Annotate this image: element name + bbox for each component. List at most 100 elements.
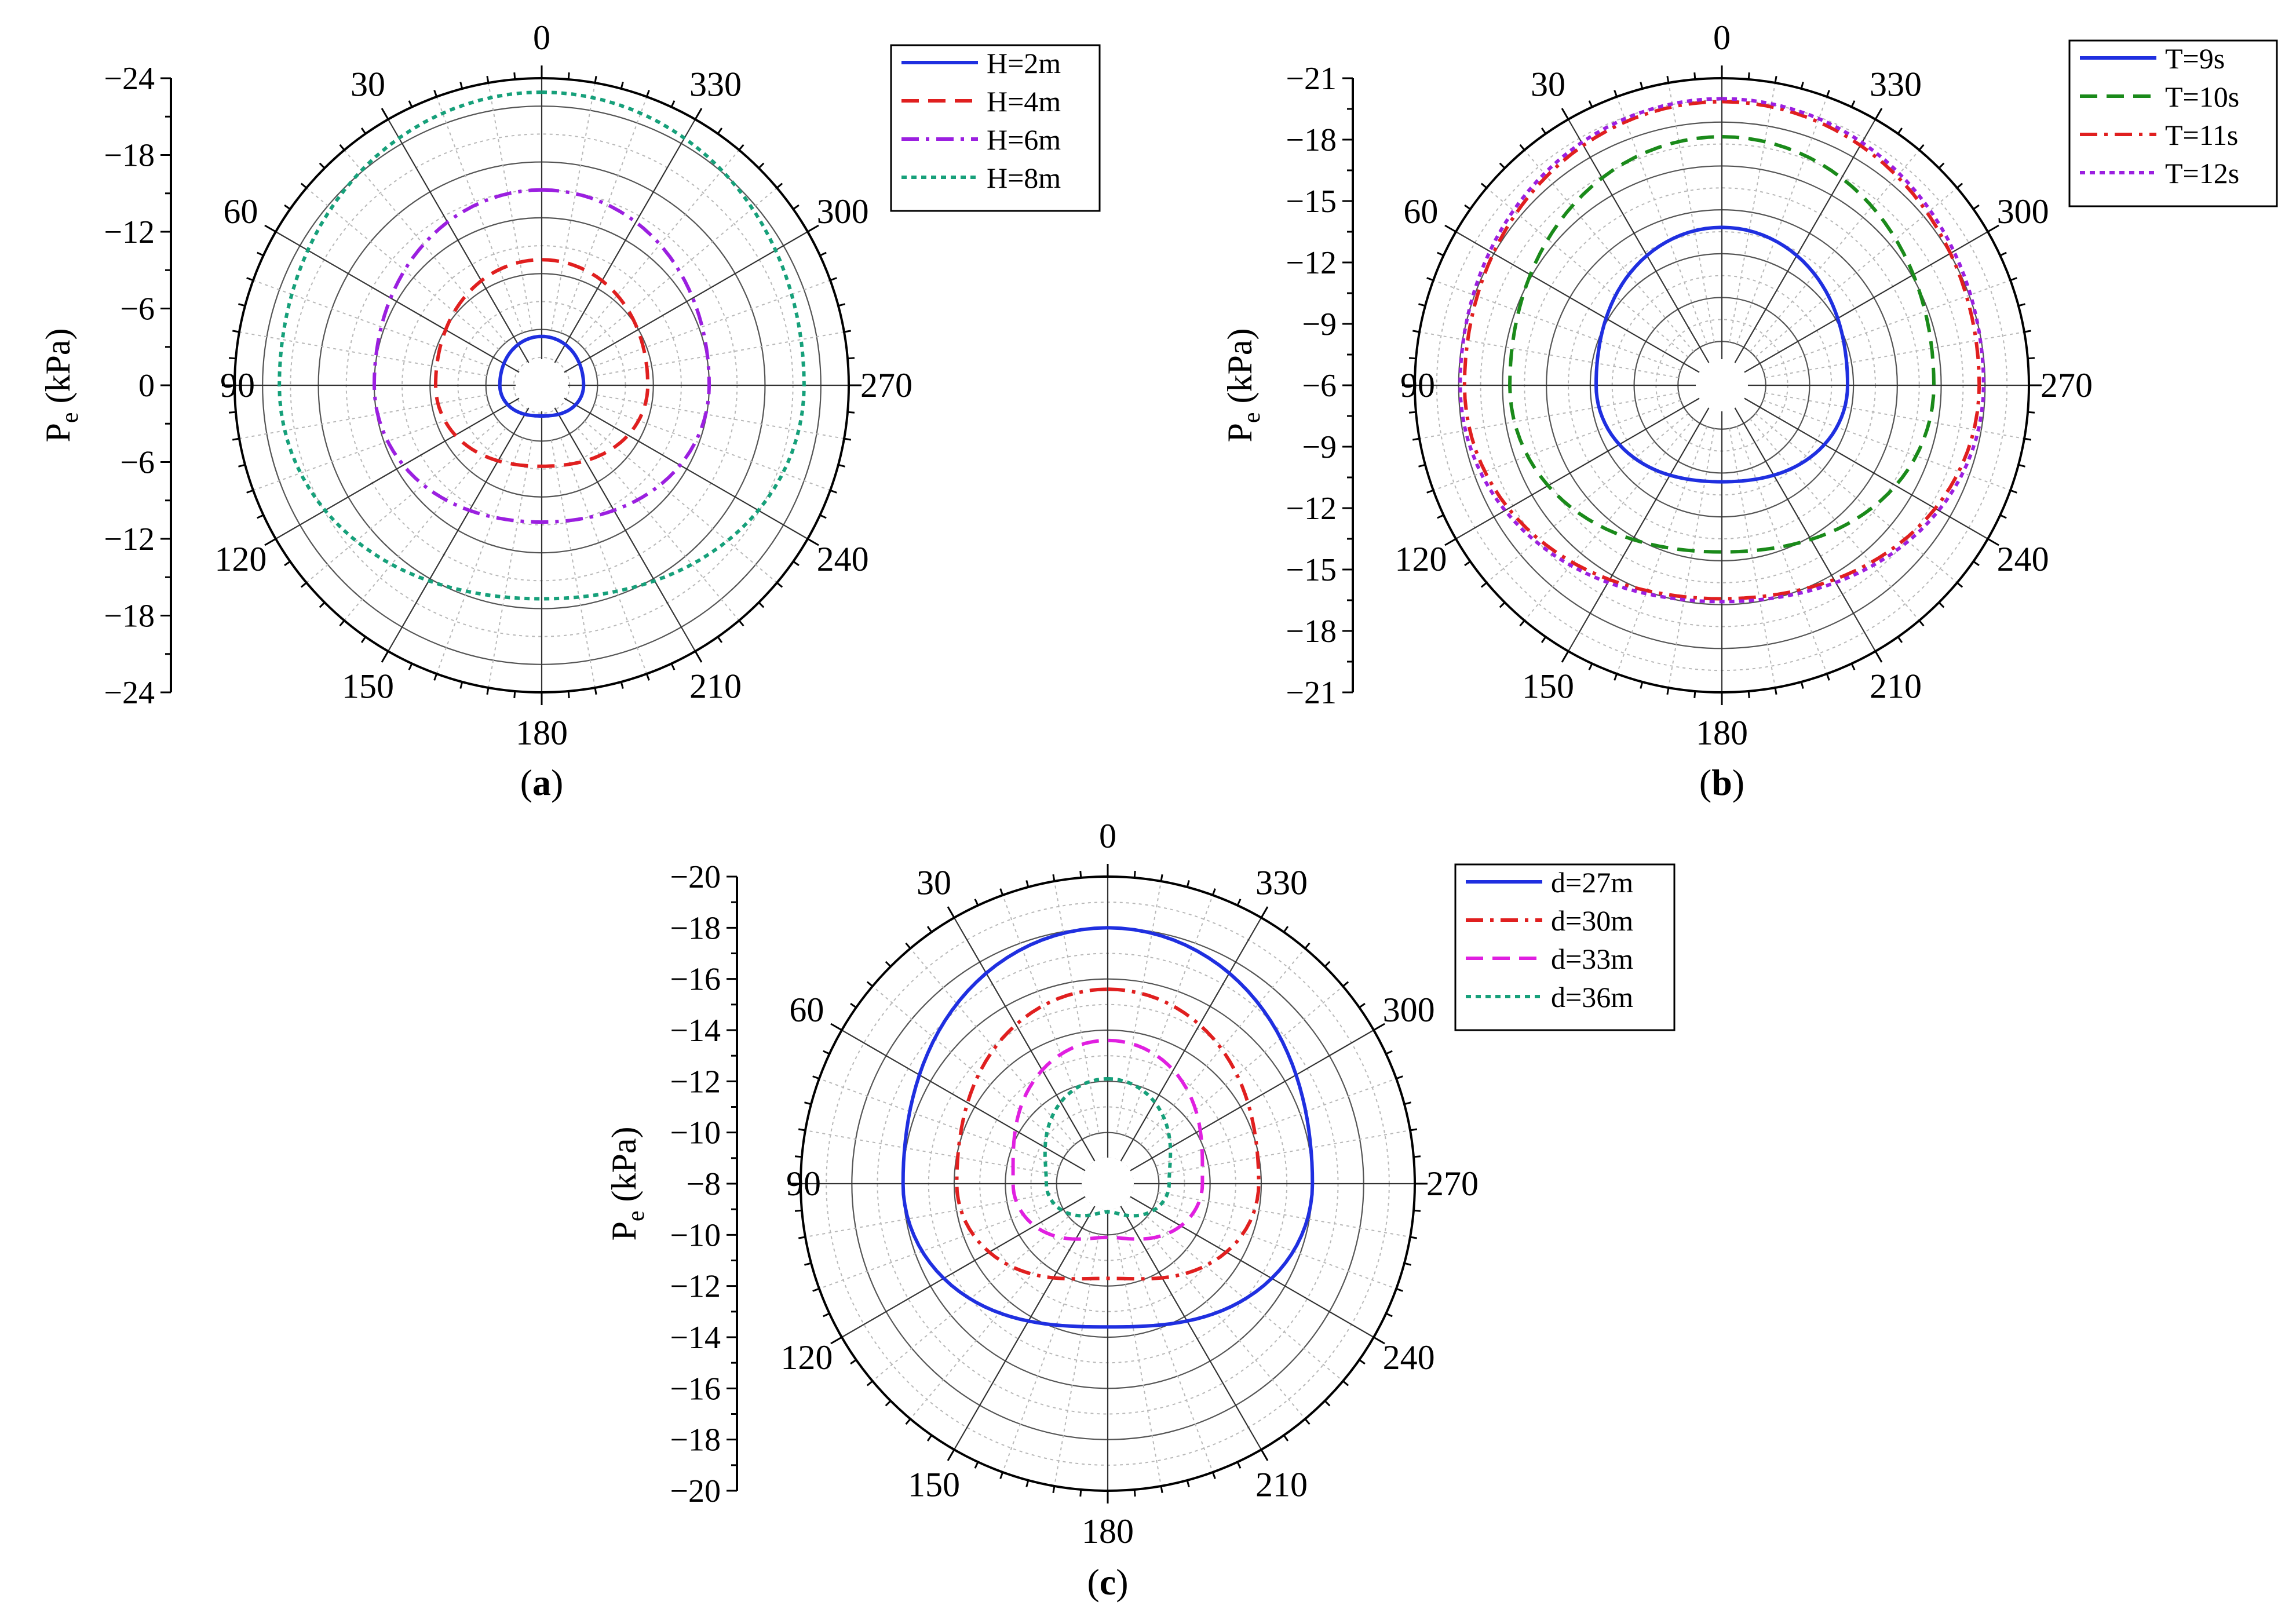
y-axis-title-main: P: [605, 1221, 643, 1240]
angle-tick: [947, 906, 955, 918]
radial-tick-label: −15: [1286, 552, 1337, 588]
angle-tick: [738, 620, 744, 627]
angle-tick: [798, 1236, 806, 1239]
angle-tick: [1025, 880, 1030, 888]
angle-label-60: 60: [223, 192, 258, 231]
radial-tick-label: −18: [670, 1422, 721, 1458]
angle-tick: [823, 1050, 830, 1055]
angle-label-150: 150: [908, 1466, 960, 1504]
angle-tick: [885, 1400, 892, 1407]
angle-tick: [1412, 330, 1420, 333]
minor-spoke: [805, 1192, 1058, 1238]
caption-letter: c: [1100, 1561, 1116, 1603]
minor-spoke: [1729, 82, 1776, 342]
minor-spoke: [1667, 82, 1715, 342]
angle-tick: [232, 437, 240, 441]
angle-tick: [926, 926, 933, 933]
angle-tick: [2010, 489, 2017, 494]
minor-spoke: [1765, 392, 2025, 440]
angle-tick: [830, 489, 837, 494]
angle-tick: [1324, 1400, 1331, 1407]
angle-tick: [850, 1002, 857, 1009]
angle-label-180: 180: [1696, 714, 1748, 752]
grid-spoke: [543, 389, 696, 652]
angle-tick: [284, 204, 291, 210]
panel-a: 0 30 60 90 120 150 180 210 240 270 300 330 −24 −18 −12…: [39, 19, 1101, 803]
angle-tick: [812, 1287, 820, 1292]
angle-tick: [776, 582, 783, 588]
y-axis-title-main: P: [39, 423, 77, 442]
angle-tick: [513, 72, 516, 80]
angle-tick: [1640, 681, 1644, 689]
angle-tick: [717, 127, 723, 134]
angle-tick: [905, 1418, 911, 1425]
minor-spoke: [819, 1200, 1060, 1290]
minor-spoke: [1729, 428, 1776, 688]
grid-spoke: [388, 119, 540, 381]
angle-tick: [1897, 127, 1903, 134]
angle-tick: [1404, 1101, 1411, 1105]
angle-tick: [830, 277, 837, 282]
angle-tick: [812, 1075, 820, 1080]
angle-tick: [1999, 514, 2007, 519]
minor-spoke: [1755, 413, 1958, 583]
angle-label-150: 150: [1522, 667, 1574, 706]
caption-open: (: [1699, 762, 1711, 803]
minor-spoke: [1736, 426, 1828, 674]
angle-tick: [1410, 1128, 1418, 1132]
series-curve: [1594, 225, 1850, 484]
angle-tick: [486, 687, 490, 695]
angle-tick: [1304, 942, 1311, 949]
angle-tick: [232, 330, 240, 333]
angle-tick: [1541, 636, 1547, 643]
grid-spoke: [1568, 389, 1720, 652]
legend-label: H=2m: [987, 47, 1061, 79]
angle-tick: [1413, 1209, 1421, 1212]
angle-tick: [339, 144, 345, 151]
grid-spoke: [1724, 389, 1876, 652]
radial-tick-label: −21: [1286, 675, 1337, 711]
y-axis-title-subscript: e: [1239, 412, 1265, 423]
radial-tick-label: −21: [1286, 61, 1337, 97]
angle-label-90: 90: [1400, 366, 1435, 404]
legend-box: [1454, 863, 1676, 1031]
angle-tick: [1211, 1472, 1216, 1479]
angle-tick: [1480, 582, 1487, 588]
angle-label-270: 270: [860, 366, 912, 404]
angle-tick: [1480, 183, 1487, 189]
angle-label-240: 240: [1997, 540, 2049, 578]
angle-tick: [1396, 1075, 1403, 1080]
angle-tick: [567, 72, 570, 80]
angle-tick: [1385, 1312, 1393, 1318]
angle-tick: [1918, 144, 1925, 151]
angle-tick: [776, 183, 783, 189]
angle-tick: [1826, 673, 1830, 681]
angle-label-240: 240: [1383, 1338, 1435, 1377]
grid-spoke: [1726, 387, 1988, 539]
angle-tick: [1359, 1359, 1366, 1365]
angle-tick: [926, 1435, 933, 1441]
angle-tick: [645, 90, 650, 97]
angle-tick: [264, 538, 276, 546]
angle-tick: [974, 899, 979, 906]
angle-tick: [1404, 1262, 1411, 1266]
angle-tick: [1186, 880, 1190, 888]
grid-spoke: [275, 387, 538, 539]
radial-tick-label: 0: [138, 368, 155, 404]
angle-tick: [408, 100, 413, 108]
caption-letter: a: [532, 762, 551, 803]
angle-label-330: 330: [1870, 65, 1922, 103]
angle-label-120: 120: [214, 540, 267, 578]
grid-spoke: [388, 389, 540, 652]
caption-close: ): [1732, 762, 1744, 803]
angle-label-30: 30: [917, 863, 951, 902]
minor-spoke: [1116, 881, 1162, 1134]
angle-tick: [807, 224, 819, 233]
angle-tick: [1874, 108, 1883, 120]
series-curve: [278, 90, 806, 601]
radial-tick-label: −10: [670, 1115, 721, 1151]
minor-spoke: [872, 986, 1069, 1151]
angle-tick: [257, 251, 264, 257]
angle-tick: [1588, 663, 1593, 670]
